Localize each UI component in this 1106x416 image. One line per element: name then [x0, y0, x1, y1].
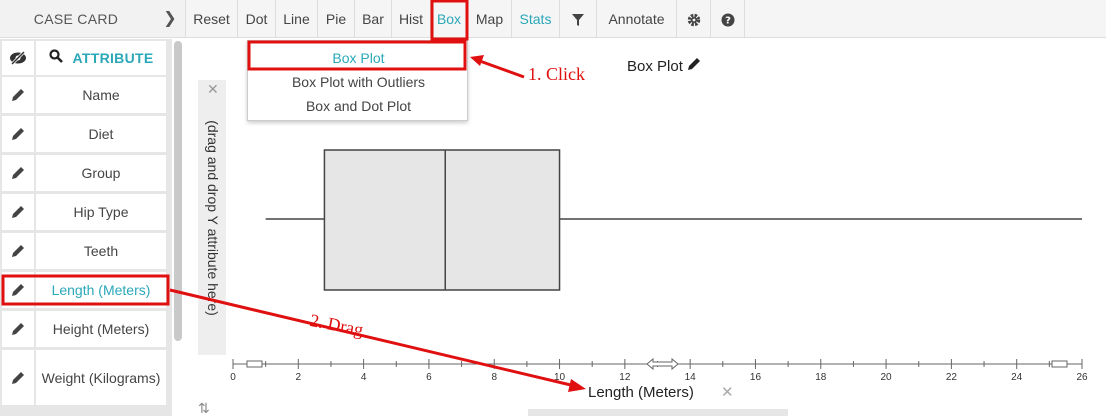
scrollbar[interactable] — [174, 41, 182, 341]
eye-slash-icon[interactable] — [2, 41, 34, 75]
pencil-icon[interactable] — [2, 116, 34, 152]
axis-drag-handle-right[interactable] — [1051, 360, 1068, 368]
x-tick-label: 14 — [685, 372, 697, 383]
search-icon[interactable] — [48, 48, 63, 68]
attribute-label[interactable]: Name — [36, 77, 166, 113]
attribute-header: ATTRIBUTE — [0, 41, 172, 75]
x-tick-label: 24 — [1011, 372, 1023, 383]
stats-button[interactable]: Stats — [512, 0, 560, 38]
toolbar: Reset Dot Line Pie Bar Hist Box Map Stat… — [186, 0, 1106, 38]
close-icon[interactable]: ✕ — [207, 81, 219, 97]
attribute-label[interactable]: Weight (Kilograms) — [36, 350, 166, 405]
pencil-icon[interactable] — [2, 77, 34, 113]
pencil-icon[interactable] — [2, 311, 34, 347]
x-tick-label: 18 — [815, 372, 827, 383]
x-tick-label: 6 — [426, 372, 432, 383]
annotation-step1: 1. Click — [528, 64, 585, 84]
box-iqr — [323, 149, 561, 291]
x-tick-label: 8 — [491, 372, 497, 383]
x-tick-label: 10 — [554, 372, 566, 383]
help-icon[interactable]: ? — [711, 0, 745, 38]
gear-icon[interactable] — [677, 0, 711, 38]
menu-item-box-plot[interactable]: Box Plot — [332, 50, 385, 66]
pencil-icon[interactable] — [2, 233, 34, 269]
arrow-drag — [169, 288, 576, 388]
bar-button[interactable]: Bar — [355, 0, 392, 38]
annotate-button[interactable]: Annotate — [597, 0, 677, 38]
attribute-row-name[interactable]: Name — [0, 77, 172, 113]
reset-button[interactable]: Reset — [186, 0, 238, 38]
attribute-row-height[interactable]: Height (Meters) — [0, 311, 172, 347]
sort-icon[interactable]: ⇅ — [198, 400, 210, 416]
attribute-row-diet[interactable]: Diet — [0, 116, 172, 152]
x-tick-label: 16 — [750, 372, 762, 383]
highlight-length-attribute — [1, 274, 170, 306]
attribute-row-weight[interactable]: Weight (Kilograms) — [0, 350, 172, 405]
pie-button[interactable]: Pie — [318, 0, 355, 38]
bottom-drop-zone[interactable] — [528, 409, 788, 416]
attribute-list: ATTRIBUTE Name Diet Group Hip Type Teeth… — [0, 39, 172, 416]
pencil-icon[interactable] — [2, 155, 34, 191]
case-card-title: CASE CARD — [33, 11, 119, 27]
attribute-row-group[interactable]: Group — [0, 155, 172, 191]
attribute-row-teeth[interactable]: Teeth — [0, 233, 172, 269]
x-axis-label[interactable]: Length (Meters) — [588, 384, 694, 401]
attribute-label[interactable]: Teeth — [36, 233, 166, 269]
attribute-label[interactable]: Diet — [36, 116, 166, 152]
axis-drag-handle-center[interactable] — [646, 357, 679, 371]
x-tick-label: 0 — [230, 372, 236, 383]
menu-item-box-plot-outliers[interactable]: Box Plot with Outliers — [291, 74, 426, 90]
filter-icon[interactable] — [560, 0, 597, 38]
pencil-icon[interactable] — [687, 58, 701, 75]
x-tick-label: 20 — [881, 372, 893, 383]
x-tick-label: 26 — [1076, 372, 1088, 383]
attribute-label[interactable]: Hip Type — [36, 194, 166, 230]
attribute-label[interactable]: Height (Meters) — [36, 311, 166, 347]
x-tick-label: 4 — [361, 372, 367, 383]
map-button[interactable]: Map — [468, 0, 512, 38]
arrow-drag-head — [568, 379, 586, 392]
plot-title-text: Box Plot — [627, 58, 683, 75]
axis-drag-handle-left[interactable] — [246, 360, 263, 368]
x-tick-label: 22 — [946, 372, 958, 383]
x-axis-ticks: 0 2 4 6 8 10 12 14 16 18 20 22 24 26 — [230, 359, 1088, 383]
highlight-box-button — [430, 0, 469, 41]
attribute-header-label: ATTRIBUTE — [72, 50, 154, 66]
x-tick-label: 12 — [619, 372, 631, 383]
menu-item-box-and-dot-plot[interactable]: Box and Dot Plot — [305, 98, 412, 114]
x-tick-label: 2 — [296, 372, 302, 383]
dot-button[interactable]: Dot — [238, 0, 276, 38]
svg-text:?: ? — [725, 16, 731, 27]
chevron-right-icon[interactable]: ❯ — [163, 10, 177, 27]
highlight-box-plot-item — [247, 40, 467, 71]
line-button[interactable]: Line — [276, 0, 318, 38]
close-icon[interactable]: ✕ — [721, 384, 734, 401]
arrow-click-head — [470, 55, 484, 66]
attribute-row-length[interactable]: Length (Meters) — [0, 272, 172, 308]
pencil-icon[interactable] — [2, 350, 34, 405]
pencil-icon[interactable] — [2, 272, 34, 308]
attribute-label[interactable]: Group — [36, 155, 166, 191]
case-card-header: CASE CARD ❯ — [0, 0, 186, 38]
pencil-icon[interactable] — [2, 194, 34, 230]
arrow-click — [476, 58, 525, 79]
y-attribute-drop-zone[interactable]: ✕ (drag and drop Y attribute here) — [198, 80, 226, 355]
plot-title[interactable]: Box Plot — [627, 57, 701, 75]
attribute-row-hip-type[interactable]: Hip Type — [0, 194, 172, 230]
attribute-label[interactable]: Length (Meters) — [36, 272, 166, 308]
